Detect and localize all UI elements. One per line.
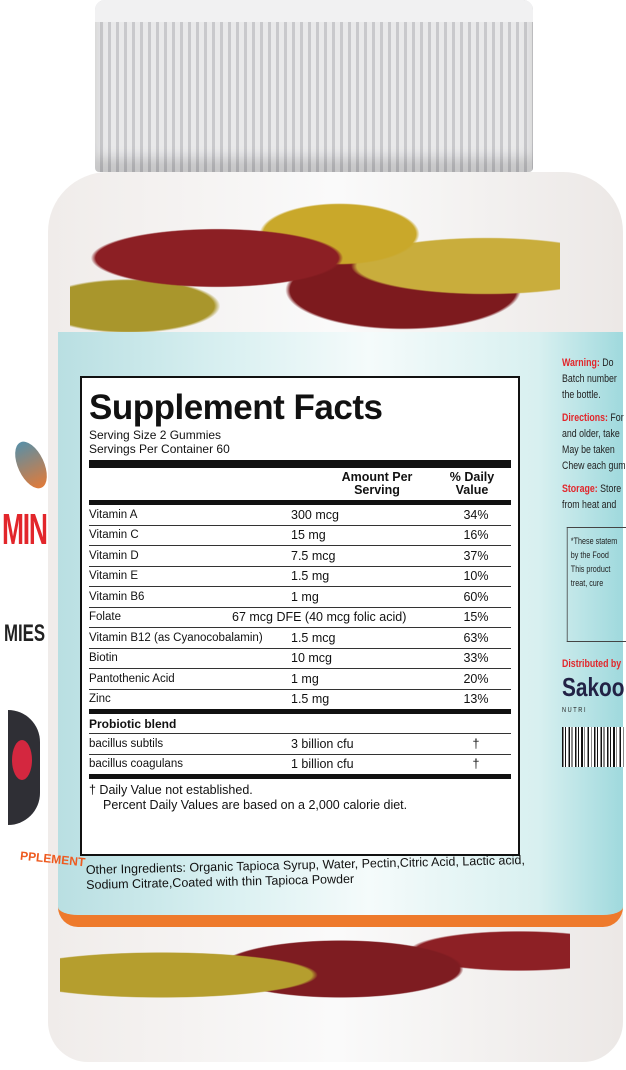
statement-line: *These statem xyxy=(570,536,618,546)
storage-text: from heat and xyxy=(562,499,617,511)
bottle-cap xyxy=(95,0,533,172)
nutrient-name: Pantothenic Acid xyxy=(89,672,175,685)
statement-line: treat, cure xyxy=(570,578,604,588)
warning-text: the bottle. xyxy=(562,389,601,401)
facts-row: Vitamin B6 1 mg 60% xyxy=(89,587,511,608)
nutrient-dv: 37% xyxy=(463,548,489,563)
warning-label: Warning: xyxy=(562,357,600,369)
nutrient-name: Vitamin A xyxy=(89,508,138,521)
nutrient-name: bacillus coagulans xyxy=(89,758,183,771)
nutrient-dv: † xyxy=(472,757,480,772)
facts-row: Vitamin A 300 mcg 34% xyxy=(89,505,511,526)
statement-line: This product xyxy=(570,564,611,574)
nutrient-amount: 7.5 mcg xyxy=(291,548,336,563)
dv-header: % Daily Value xyxy=(449,470,495,497)
nutrient-dv: 16% xyxy=(463,528,489,543)
nutrient-dv: 63% xyxy=(463,630,489,645)
divider xyxy=(89,500,511,505)
nutrient-name: Vitamin D xyxy=(89,549,139,562)
divider xyxy=(89,774,511,779)
barcode xyxy=(562,727,626,767)
directions-label: Directions: xyxy=(562,412,608,424)
nutrient-amount: 1.5 mg xyxy=(291,569,330,584)
nutrient-dv: 20% xyxy=(463,671,489,686)
brand-title: MIN xyxy=(2,505,48,554)
nutrient-dv: † xyxy=(472,736,480,751)
directions-text: Chew each gum xyxy=(562,460,626,472)
nutrient-amount: 10 mcg xyxy=(291,651,332,666)
nutrient-amount: 1 billion cfu xyxy=(291,757,354,772)
directions-text: May be taken xyxy=(562,444,615,456)
probiotic-title: Probiotic blend xyxy=(89,714,511,734)
nutrient-name: Folate xyxy=(89,611,121,624)
facts-row: Biotin 10 mcg 33% xyxy=(89,649,511,669)
distributed-by: Distributed by xyxy=(562,658,622,670)
side-panel: Warning: Do Batch number the bottle. Direc… xyxy=(562,355,626,767)
nutrient-amount: 300 mcg xyxy=(291,507,339,522)
warning-text: Batch number xyxy=(562,373,617,385)
nutrient-dv: 10% xyxy=(463,569,489,584)
serving-size: Serving Size 2 Gummies xyxy=(89,428,222,442)
facts-row: Vitamin D 7.5 mcg 37% xyxy=(89,546,511,567)
nutrient-amount: 1 mg xyxy=(291,671,319,686)
brand-logo-sub: NUTRI xyxy=(562,707,588,714)
nutrient-dv: 33% xyxy=(463,651,489,666)
warning-text: Do xyxy=(602,357,614,369)
brand-subtitle: MIES xyxy=(4,620,46,647)
footnote-calorie: Percent Daily Values are based on a 2,00… xyxy=(103,798,408,812)
divider xyxy=(89,709,511,714)
nutrient-name: Vitamin B6 xyxy=(89,590,145,603)
facts-title: Supplement Facts xyxy=(89,388,383,427)
supplement-facts-panel: Supplement Facts Serving Size 2 Gummies … xyxy=(80,376,520,856)
servings-per-container: Servings Per Container 60 xyxy=(89,442,230,456)
gummies-bottom xyxy=(60,915,570,1035)
facts-row: Folate 67 mcg DFE (40 mcg folic acid) 15% xyxy=(89,608,511,628)
facts-row: bacillus subtils 3 billion cfu † xyxy=(89,734,511,755)
nutrient-dv: 34% xyxy=(463,507,489,522)
nutrient-amount: 3 billion cfu xyxy=(291,736,354,751)
facts-row: Vitamin B12 (as Cyanocobalamin) 1.5 mcg 63… xyxy=(89,628,511,649)
nutrient-name: Vitamin E xyxy=(89,570,139,583)
nutrient-dv: 15% xyxy=(463,610,489,625)
divider xyxy=(89,460,511,468)
nutrient-amount: 15 mg xyxy=(291,528,326,543)
raspberry-badge xyxy=(8,710,40,825)
facts-row: bacillus coagulans 1 billion cfu † xyxy=(89,755,511,775)
nutrient-amount: 1.5 mcg xyxy=(291,630,336,645)
bird-illustration xyxy=(8,436,54,494)
facts-row: Pantothenic Acid 1 mg 20% xyxy=(89,669,511,690)
nutrient-name: Vitamin B12 (as Cyanocobalamin) xyxy=(89,631,263,644)
facts-row: Vitamin C 15 mg 16% xyxy=(89,526,511,546)
nutrient-dv: 60% xyxy=(463,589,489,604)
facts-row: Vitamin E 1.5 mg 10% xyxy=(89,567,511,587)
directions-text: and older, take xyxy=(562,428,620,440)
facts-row: Zinc 1.5 mg 13% xyxy=(89,690,511,710)
directions-text: For xyxy=(610,412,624,424)
facts-header: Amount Per Serving % Daily Value xyxy=(89,471,511,501)
footnote-dv: † Daily Value not established. xyxy=(89,783,253,797)
brand-logo: Sakoo xyxy=(562,672,625,702)
storage-label: Storage: xyxy=(562,483,598,495)
nutrient-amount: 1 mg xyxy=(291,589,319,604)
nutrient-name: bacillus subtils xyxy=(89,737,164,750)
fda-statement: *These statem by the Food This product t… xyxy=(566,527,626,642)
bottle-cap-top xyxy=(95,0,533,22)
nutrient-dv: 13% xyxy=(463,692,489,707)
gummies-top xyxy=(70,178,560,338)
statement-line: by the Food xyxy=(570,550,609,560)
nutrient-name: Vitamin C xyxy=(89,529,139,542)
storage-text: Store xyxy=(600,483,622,495)
nutrient-name: Biotin xyxy=(89,652,118,665)
nutrient-amount: 1.5 mg xyxy=(291,692,330,707)
nutrient-amount: 67 mcg DFE (40 mcg folic acid) xyxy=(232,610,407,625)
nutrient-name: Zinc xyxy=(89,693,111,706)
amount-header: Amount Per Serving xyxy=(341,470,413,497)
